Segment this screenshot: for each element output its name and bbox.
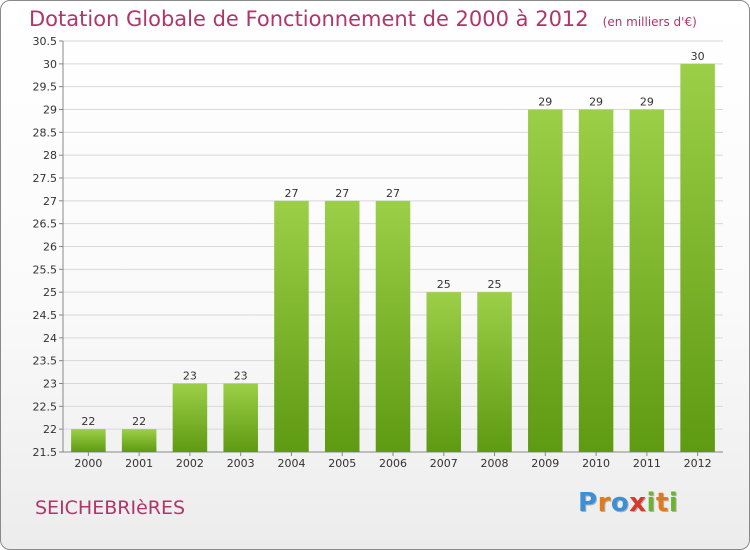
x-tick-label: 2011 <box>633 457 661 470</box>
logo-letter: P <box>578 488 598 518</box>
y-tick-label: 30 <box>43 58 57 71</box>
y-tick-label: 22 <box>43 423 57 436</box>
bar <box>172 383 208 452</box>
bar-value-label: 27 <box>386 187 400 200</box>
bar <box>274 200 309 452</box>
y-tick-label: 22.5 <box>33 400 58 413</box>
logo-letter: o <box>610 488 630 518</box>
proxiti-logo: Proxiti <box>578 488 678 518</box>
x-tick-label: 2002 <box>176 457 204 470</box>
x-tick-label: 2007 <box>430 457 458 470</box>
x-tick-label: 2009 <box>531 457 559 470</box>
bar-value-label: 27 <box>335 187 349 200</box>
logo-letter: r <box>597 488 611 518</box>
y-tick-label: 24.5 <box>33 309 58 322</box>
x-tick-label: 2000 <box>74 457 102 470</box>
bar <box>223 383 258 452</box>
x-tick-label: 2003 <box>227 457 255 470</box>
x-tick-label: 2008 <box>481 457 509 470</box>
bar-value-label: 22 <box>132 415 146 428</box>
x-tick-label: 2010 <box>582 457 610 470</box>
logo-letter: i <box>646 488 656 518</box>
bar-value-label: 29 <box>538 96 552 109</box>
bar-value-label: 30 <box>691 50 705 63</box>
y-tick-label: 26 <box>43 241 57 254</box>
y-tick-label: 30.5 <box>33 35 58 48</box>
x-tick-label: 2012 <box>684 457 712 470</box>
y-tick-label: 28 <box>43 149 57 162</box>
y-tick-label: 25 <box>43 286 57 299</box>
bar <box>324 200 360 452</box>
x-tick-label: 2001 <box>125 457 153 470</box>
bar <box>578 109 614 452</box>
y-tick-label: 29.5 <box>33 81 58 94</box>
chart-title: Dotation Globale de Fonctionnement de 20… <box>29 7 697 31</box>
bar <box>375 200 411 452</box>
bar-value-label: 23 <box>234 370 248 383</box>
y-tick-label: 28.5 <box>33 126 58 139</box>
y-tick-label: 21.5 <box>33 446 58 459</box>
x-tick-label: 2006 <box>379 457 407 470</box>
y-tick-label: 23.5 <box>33 355 58 368</box>
logo-letter: t <box>655 488 669 518</box>
chart-title-text: Dotation Globale de Fonctionnement de 20… <box>29 7 589 31</box>
y-tick-label: 23 <box>43 378 57 391</box>
bar-value-label: 29 <box>640 96 654 109</box>
bar <box>680 63 715 452</box>
bar-value-label: 27 <box>284 187 298 200</box>
x-tick-label: 2004 <box>277 457 305 470</box>
bar-value-label: 25 <box>488 278 502 291</box>
bar-value-label: 29 <box>589 96 603 109</box>
bar <box>121 429 157 452</box>
y-tick-label: 29 <box>43 104 57 117</box>
bar <box>426 292 462 452</box>
y-tick-label: 27 <box>43 195 57 208</box>
unit-note: (en milliers d'€) <box>602 15 697 29</box>
y-tick-label: 25.5 <box>33 263 58 276</box>
bar-value-label: 23 <box>183 370 197 383</box>
bar <box>528 109 563 452</box>
y-tick-label: 27.5 <box>33 172 58 185</box>
commune-name: SEICHEBRIèRES <box>35 497 186 519</box>
bar <box>477 292 512 452</box>
x-tick-label: 2005 <box>328 457 356 470</box>
bar <box>629 109 665 452</box>
bar-value-label: 25 <box>437 278 451 291</box>
y-tick-label: 24 <box>43 332 57 345</box>
bar <box>71 429 106 452</box>
y-tick-label: 26.5 <box>33 218 58 231</box>
logo-letter: i <box>668 488 679 518</box>
bar-value-label: 22 <box>81 415 95 428</box>
logo-letter: x <box>629 488 647 518</box>
